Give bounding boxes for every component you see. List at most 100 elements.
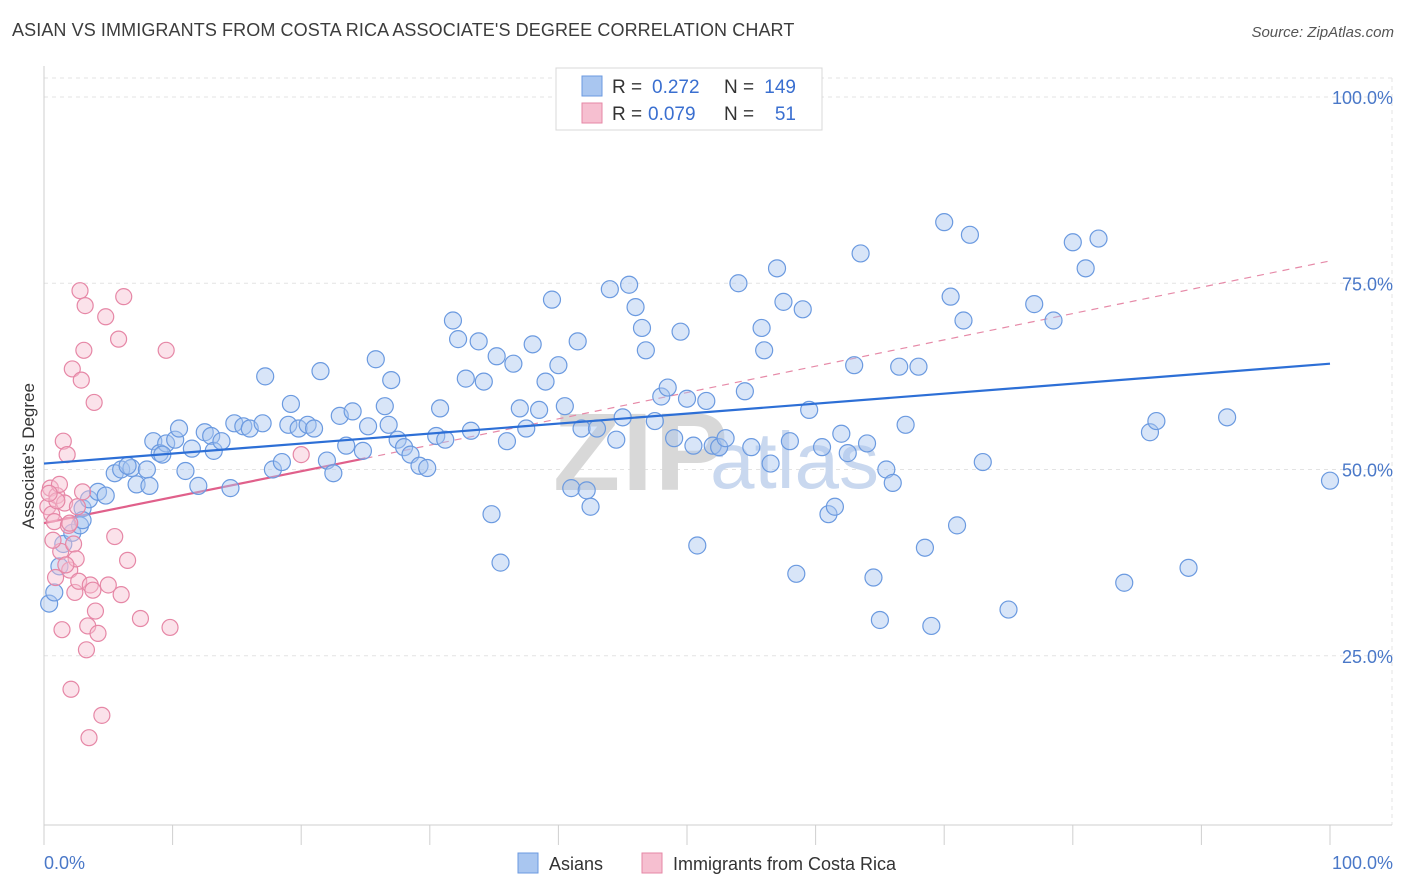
- asians-point-120: [832, 424, 851, 443]
- asians-point-110: [761, 454, 780, 473]
- bottom-legend-swatch-asians: [517, 852, 539, 874]
- trendline-costa-rica-extension: [365, 260, 1331, 459]
- asians-point-63: [456, 369, 475, 388]
- asians-point-113: [780, 432, 799, 451]
- costa-rica-point-9: [54, 432, 72, 450]
- asians-point-129: [890, 357, 909, 376]
- asians-point-76: [536, 372, 555, 391]
- asians-point-136: [947, 516, 967, 535]
- asians-point-140: [999, 600, 1018, 619]
- asians-point-82: [572, 419, 591, 438]
- costa-rica-point-30: [84, 581, 102, 599]
- asians-point-153: [118, 456, 137, 475]
- legend-swatch-costa-rica: [581, 102, 603, 124]
- asians-point-54: [394, 438, 414, 457]
- asians-point-150: [1320, 471, 1340, 490]
- asians-point-143: [1063, 233, 1082, 252]
- asians-point-20: [169, 419, 189, 438]
- costa-rica-point-21: [71, 282, 89, 300]
- costa-rica-point-22: [72, 371, 90, 389]
- y-tick-label-3: 100.0%: [1332, 88, 1393, 108]
- costa-rica-point-31: [85, 393, 103, 412]
- costa-rica-point-35: [97, 308, 115, 326]
- costa-rica-point-24: [75, 341, 93, 359]
- asians-point-79: [555, 397, 574, 416]
- asians-point-66: [474, 372, 493, 391]
- asians-point-128: [883, 473, 902, 493]
- asians-point-122: [845, 356, 864, 375]
- asians-point-118: [819, 505, 838, 524]
- asians-point-124: [857, 434, 877, 453]
- asians-point-94: [652, 387, 671, 406]
- costa-rica-point-28: [80, 729, 98, 747]
- asians-point-18: [157, 434, 176, 453]
- asians-point-114: [787, 564, 806, 583]
- costa-rica-point-14: [62, 680, 80, 698]
- asians-point-2: [50, 557, 69, 576]
- asians-point-133: [922, 616, 941, 636]
- asians-point-61: [443, 311, 463, 330]
- asians-point-105: [729, 274, 748, 293]
- costa-rica-point-18: [67, 550, 85, 568]
- asians-point-145: [1089, 229, 1108, 248]
- costa-rica-point-41: [118, 551, 137, 569]
- asians-point-111: [767, 259, 787, 278]
- asians-point-132: [915, 538, 935, 557]
- asians-point-62: [448, 330, 468, 349]
- bottom-legend-swatch-costa-rica: [641, 852, 663, 874]
- asians-point-121: [838, 444, 857, 463]
- asians-point-47: [353, 441, 373, 460]
- costa-rica-point-49: [57, 556, 75, 574]
- asians-point-83: [577, 481, 596, 500]
- bottom-legend-costa-rica: Immigrants from Costa Rica: [673, 854, 897, 874]
- asians-point-151: [1218, 408, 1237, 427]
- asians-point-23: [189, 476, 208, 495]
- costa-rica-point-45: [292, 446, 310, 464]
- asians-point-97: [671, 322, 690, 341]
- asians-point-68: [487, 347, 506, 366]
- costa-rica-point-48: [61, 514, 79, 532]
- asians-point-149: [1179, 558, 1198, 577]
- asians-point-106: [735, 382, 754, 401]
- bottom-legend: Asians Immigrants from Costa Rica: [517, 852, 897, 874]
- asians-point-117: [812, 438, 832, 457]
- asians-point-32: [253, 414, 272, 433]
- legend-n-value-2: 51: [775, 104, 796, 125]
- costa-rica-point-42: [131, 609, 150, 628]
- asians-point-116: [800, 400, 819, 419]
- asians-point-27: [212, 432, 231, 451]
- asians-point-19: [166, 430, 185, 449]
- costa-rica-point-34: [93, 706, 111, 724]
- asians-point-14: [137, 460, 156, 479]
- y-tick-label-2: 75.0%: [1342, 274, 1393, 294]
- asians-point-22: [182, 439, 201, 458]
- asians-point-135: [941, 287, 960, 306]
- asians-point-86: [600, 280, 619, 299]
- costa-rica-point-23: [73, 483, 92, 501]
- costa-rica-point-43: [157, 341, 175, 359]
- legend-r-label-2: R =: [612, 104, 642, 125]
- costa-rica-point-32: [86, 602, 105, 620]
- asians-point-115: [793, 300, 812, 319]
- costa-rica-point-33: [89, 624, 107, 643]
- trendline-asians-line: [43, 362, 1331, 465]
- legend-swatch-asians: [581, 75, 603, 97]
- costa-rica-point-11: [58, 446, 76, 464]
- costa-rica-point-38: [109, 330, 128, 348]
- costa-rica-point-26: [77, 641, 96, 659]
- costa-rica-point-15: [63, 360, 81, 378]
- asians-point-72: [510, 399, 529, 418]
- legend-n-label-1: N =: [724, 77, 754, 98]
- asians-point-35: [272, 452, 292, 472]
- asians-point-81: [568, 332, 587, 351]
- costa-rica-point-17: [66, 583, 84, 602]
- y-tick-labels: 25.0% 50.0% 75.0% 100.0%: [1332, 88, 1393, 667]
- asians-point-146: [1115, 573, 1134, 592]
- asians-point-71: [504, 354, 523, 373]
- watermark-atlas: atlas: [710, 416, 879, 505]
- asians-point-73: [517, 419, 536, 438]
- asians-point-104: [716, 429, 735, 448]
- asians-point-107: [742, 438, 761, 457]
- legend-r-label-1: R =: [612, 77, 642, 98]
